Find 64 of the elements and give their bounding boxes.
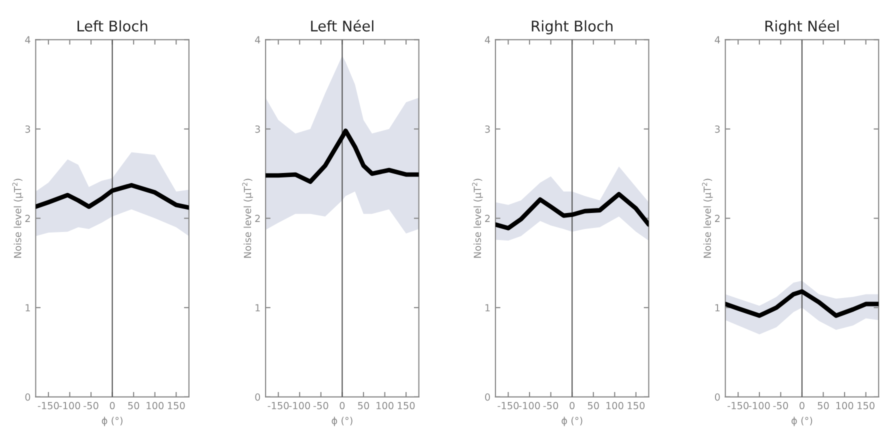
x-axis-title: ϕ (°) (332, 416, 352, 426)
x-tick-label: -150 (728, 402, 749, 410)
y-tick-label: 2 (485, 214, 490, 222)
y-tick-label: 0 (714, 393, 720, 401)
x-tick-label: 100 (146, 402, 164, 410)
x-tick-label: -50 (773, 402, 788, 410)
y-tick-label: 3 (715, 125, 720, 133)
x-axis-title: ϕ (°) (102, 416, 122, 426)
y-tick-label: 4 (714, 36, 720, 44)
x-tick-label: -100 (59, 402, 80, 410)
x-tick-label: -150 (268, 402, 289, 410)
y-tick-label: 4 (484, 36, 490, 44)
line-series (725, 289, 879, 318)
x-tick-label: 150 (168, 402, 185, 410)
line-series (266, 128, 419, 184)
x-tick-label: -150 (38, 402, 59, 410)
y-axis-title: Noise level (μT$^{2}$) (242, 178, 254, 258)
y-axis-title: Noise level (μT$^{2}$) (472, 178, 483, 258)
y-tick-label: 0 (485, 393, 490, 401)
y-tick-label: 1 (715, 304, 720, 312)
y-tick-label: 1 (485, 304, 490, 312)
chart-title: Left Néel (311, 20, 374, 32)
y-tick-label: 0 (255, 393, 260, 401)
x-tick-label: -50 (313, 402, 328, 410)
chart-title: Right Néel (765, 20, 839, 34)
y-axis-title: Noise level (μT$^{2}$) (12, 178, 24, 258)
x-axis-title: ϕ (°) (792, 416, 812, 426)
y-tick-label: 1 (256, 304, 260, 312)
x-tick-label: -100 (518, 402, 540, 410)
y-tick-label: 3 (25, 125, 30, 133)
line-series (495, 192, 649, 230)
y-tick-label: 2 (25, 214, 30, 222)
y-tick-label: 2 (715, 214, 720, 222)
x-tick-label: 150 (858, 402, 874, 410)
x-tick-label: 50 (588, 402, 599, 410)
y-tick-label: 2 (255, 214, 260, 222)
y-tick-label: 4 (25, 36, 30, 44)
x-tick-label: 150 (628, 402, 645, 410)
x-tick-label: -150 (498, 402, 519, 410)
y-tick-label: 3 (485, 125, 490, 133)
y-tick-label: 3 (255, 125, 260, 133)
x-tick-label: 0 (110, 402, 115, 410)
x-tick-label: 50 (128, 402, 140, 410)
y-axis-title: Noise level (μT$^{2}$) (702, 178, 713, 258)
x-tick-label: 100 (606, 402, 624, 410)
x-tick-label: 100 (376, 402, 394, 410)
chart-title: Left Bloch (78, 20, 148, 32)
x-tick-label: 150 (398, 402, 415, 410)
x-tick-label: -50 (543, 402, 558, 410)
x-tick-label: -50 (84, 402, 98, 410)
y-tick-label: 0 (25, 393, 30, 401)
x-tick-label: 0 (570, 402, 575, 410)
x-tick-label: -100 (289, 402, 310, 410)
x-tick-label: 50 (358, 402, 370, 410)
x-tick-label: 0 (800, 402, 804, 410)
x-tick-label: 50 (818, 402, 829, 410)
x-tick-label: 100 (836, 402, 854, 410)
y-tick-label: 4 (255, 36, 260, 44)
x-tick-label: 0 (340, 402, 345, 410)
x-axis-title: ϕ (°) (562, 416, 582, 426)
x-tick-label: -100 (748, 402, 770, 410)
chart-title: Right Bloch (532, 20, 612, 34)
line-series (36, 183, 189, 210)
y-tick-label: 1 (26, 304, 30, 312)
